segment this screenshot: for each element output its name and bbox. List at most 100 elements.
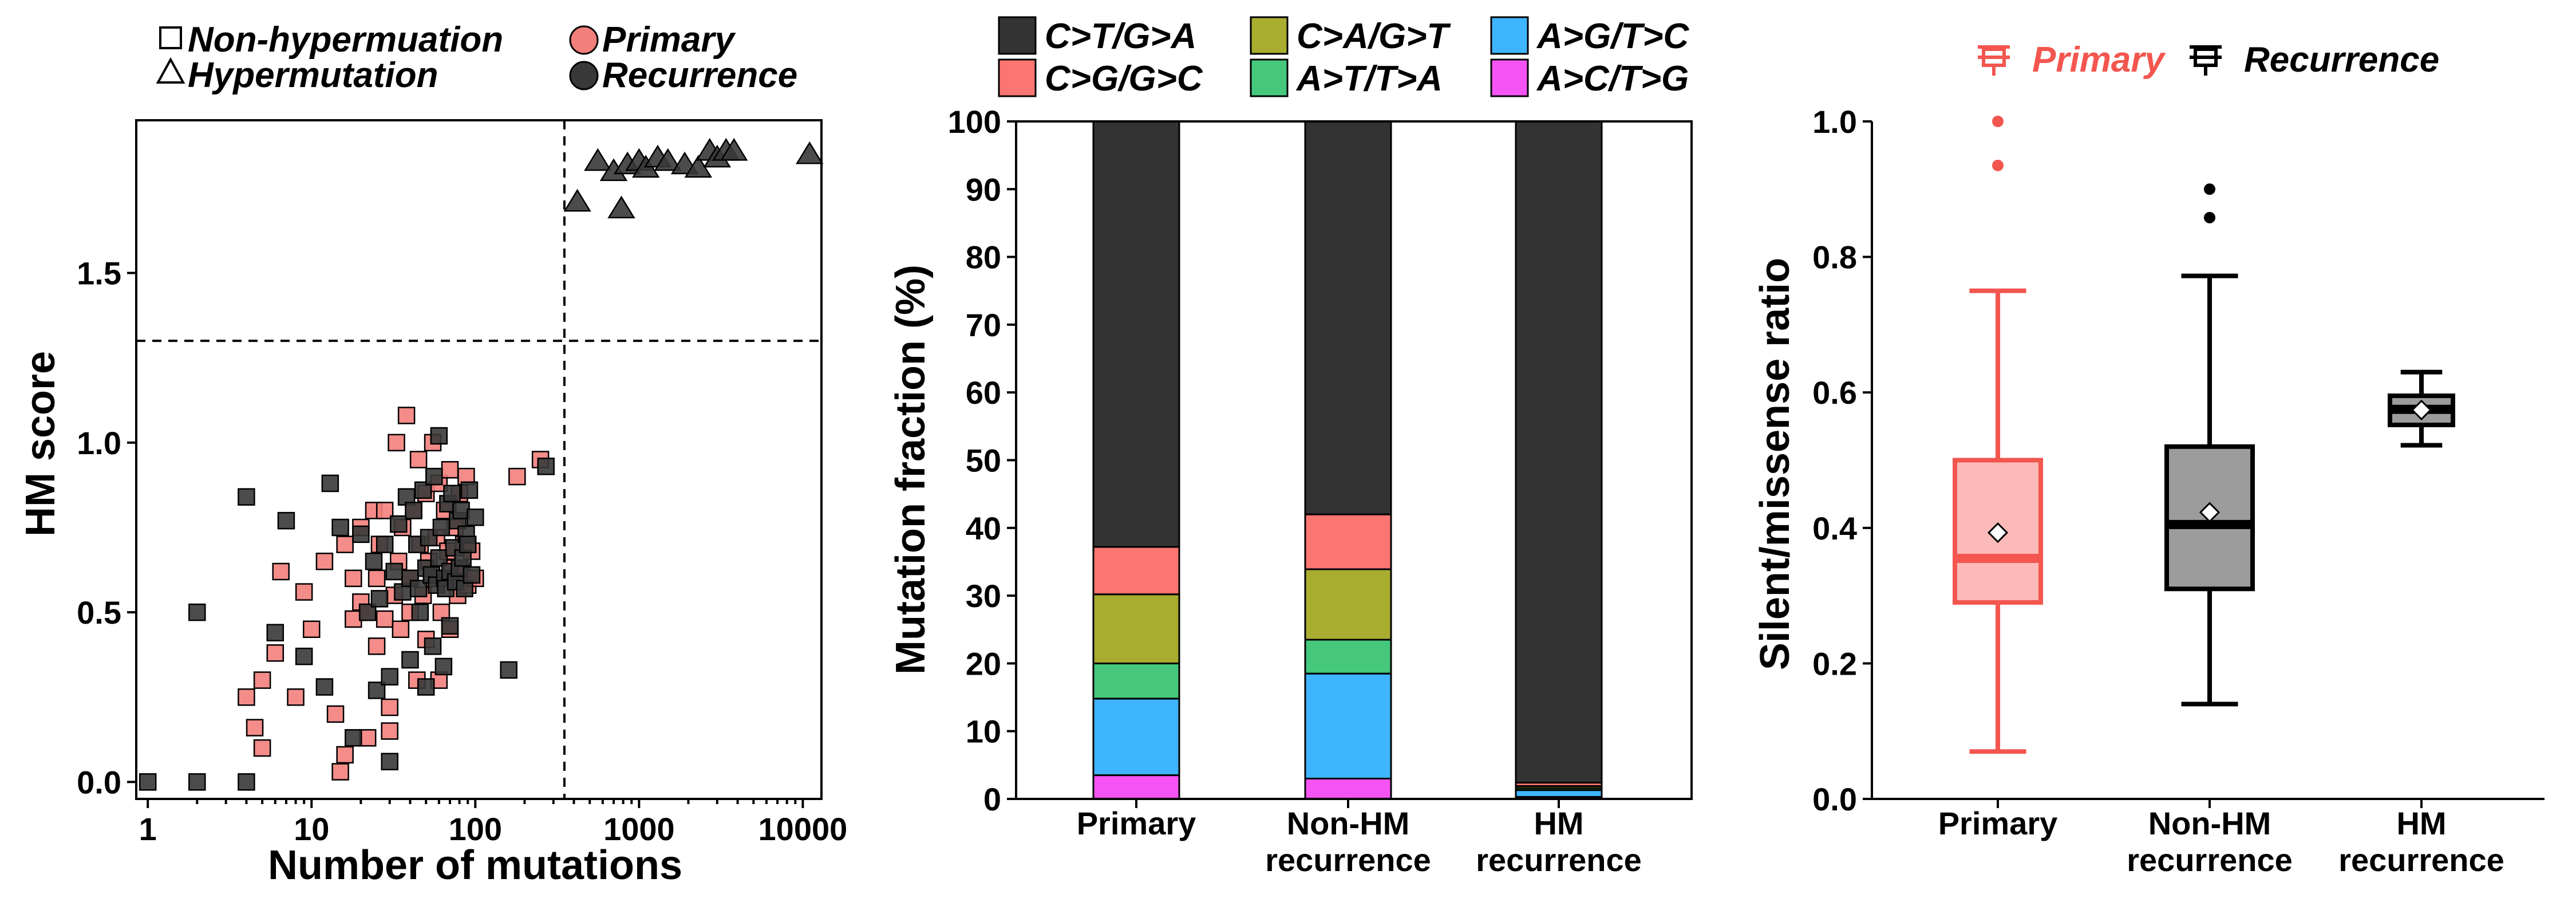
y-tick-label: 0 — [983, 781, 1001, 817]
scatter-point-primary — [302, 620, 321, 638]
x-tick-label: 10 — [294, 811, 329, 847]
box-primary-mean-marker — [1987, 522, 2009, 543]
scatter-point-recurrence — [295, 647, 313, 665]
y-tick-label: 70 — [966, 307, 1001, 343]
scatter-point-recurrence — [331, 518, 349, 537]
scatter-point-primary — [266, 644, 285, 662]
bar-legend: C>T/G>A C>A/G>T A>G/T>C C>G/G>C A>T/T>A A>C/T… — [998, 16, 1690, 99]
bar-segment-primary-a-g-t-c — [1092, 698, 1180, 777]
stacked-bars — [1092, 120, 1603, 800]
y-tick-label: 1.5 — [77, 255, 121, 292]
scatter-point-recurrence — [441, 617, 459, 635]
y-axis-title: Silent/missense ratio — [1752, 258, 1798, 670]
scatter-point-recurrence — [424, 637, 442, 655]
y-axis-title: Mutation fraction (%) — [888, 265, 934, 675]
x-tick-label: HM — [2396, 805, 2446, 841]
scatter-point-primary — [368, 637, 386, 655]
y-tick-label: 10 — [966, 714, 1001, 750]
scatter-point-recurrence — [401, 651, 419, 669]
box-hm-recurrence-mean-marker — [2411, 399, 2432, 421]
legend-triangle-icon — [156, 57, 185, 84]
x-axis-title: Number of mutations — [268, 842, 682, 888]
scatter-point-recurrence — [425, 467, 443, 486]
legend-swatch-c-g-g-c — [998, 58, 1037, 97]
scatter-point-recurrence — [277, 511, 295, 530]
x-tick-label: recurrence — [1476, 842, 1642, 878]
legend-label-non-hypermutation: Non-hypermuation — [188, 20, 503, 60]
legend-swatch-a-g-t-c — [1490, 16, 1529, 55]
scatter-point-primary — [392, 620, 410, 638]
legend-label-a-t-t-a: A>T/T>A — [1295, 59, 1443, 99]
y-tick-label: 0.4 — [1812, 510, 1857, 546]
legend-label-primary: Primary — [602, 20, 736, 60]
scatter-point-recurrence-hm — [720, 137, 748, 161]
scatter-point-recurrence — [370, 590, 389, 608]
x-tick-label: recurrence — [2338, 842, 2504, 878]
legend-square-icon — [159, 26, 182, 49]
scatter-point-primary — [368, 569, 386, 588]
scatter-point-recurrence-hm — [607, 195, 635, 219]
x-tick-label: 1000 — [603, 811, 675, 847]
y-tick-label: 100 — [948, 104, 1001, 140]
box-non-hm-recurrence-outlier — [2204, 183, 2215, 195]
x-tick-label: 1 — [139, 811, 157, 847]
bar-segment-primary-c-t-g-a — [1092, 120, 1180, 548]
y-axis-title: HM score — [18, 351, 64, 537]
legend-label-a-g-t-c: A>G/T>C — [1536, 17, 1690, 56]
scatter-point-recurrence — [238, 773, 255, 791]
scatter-point-recurrence — [500, 661, 517, 679]
y-tick-label: 0.6 — [1812, 375, 1857, 411]
scatter-point-recurrence — [411, 603, 429, 621]
scatter-point-primary — [336, 535, 354, 553]
scatter-point-recurrence — [139, 773, 157, 791]
box-non-hm-recurrence-mean-marker — [2199, 502, 2221, 523]
scatter-point-primary — [376, 610, 394, 628]
scatter-point-recurrence — [460, 481, 479, 499]
legend-swatch-a-c-t-g — [1490, 58, 1529, 97]
silent-missense-box-panel: Primary Recurrence 0.0 0.2 0.4 0.6 0.8 1.0 Prim… — [1752, 40, 2545, 878]
scatter-point-primary — [246, 719, 264, 736]
legend-swatch-a-t-t-a — [1250, 58, 1289, 97]
scatter-point-recurrence — [463, 566, 481, 584]
legend-label-recurrence: Recurrence — [2244, 40, 2439, 80]
y-tick-label: 60 — [966, 375, 1001, 411]
scatter-point-primary — [331, 763, 349, 781]
scatter-point-recurrence — [385, 562, 403, 581]
bar-segment-non-hm-recurrence-a-g-t-c — [1304, 672, 1392, 780]
reference-lines — [136, 120, 821, 799]
scatter-point-recurrence — [459, 535, 477, 553]
scatter-point-recurrence — [381, 668, 398, 686]
scatter-point-primary — [441, 461, 459, 479]
y-tick-label: 50 — [966, 443, 1001, 479]
legend-label-a-c-t-g: A>C/T>G — [1536, 59, 1689, 99]
legend-swatch-c-t-g-a — [998, 16, 1037, 55]
legend-label-c-t-g-a: C>T/G>A — [1045, 17, 1196, 56]
bar-segment-non-hm-recurrence-a-t-t-a — [1304, 639, 1392, 675]
scatter-point-primary — [253, 671, 271, 689]
bar-segment-non-hm-recurrence-a-c-t-g — [1304, 778, 1392, 800]
scatter-point-primary — [388, 434, 405, 452]
x-tick-label: HM — [1534, 805, 1583, 841]
scatter-point-recurrence — [352, 525, 370, 543]
scatter-point-recurrence — [238, 488, 255, 506]
y-tick-label: 0.0 — [1812, 781, 1857, 817]
x-tick-label: Primary — [1077, 805, 1196, 841]
y-tick-label: 1.0 — [77, 425, 121, 461]
scatter-point-primary — [253, 739, 271, 757]
scatter-point-recurrence — [390, 515, 408, 533]
scatter-point-primary — [397, 407, 416, 424]
scatter-point-primary — [345, 610, 362, 628]
box-plots — [1953, 116, 2455, 754]
scatter-point-primary — [508, 467, 526, 486]
scatter-point-recurrence — [315, 678, 334, 696]
y-tick-label: 90 — [966, 171, 1001, 207]
scatter-point-primary — [272, 562, 290, 581]
scatter-point-recurrence — [432, 518, 451, 537]
scatter-point-recurrence — [420, 529, 438, 547]
bar-segment-hm-recurrence-c-t-g-a — [1515, 120, 1603, 784]
scatter-legend: Non-hypermuation Hypermutation Primary R… — [156, 20, 797, 95]
scatter-point-recurrence — [376, 535, 394, 553]
bar-segment-hm-recurrence-a-g-t-c — [1515, 789, 1603, 798]
bar-segment-non-hm-recurrence-c-g-g-c — [1304, 513, 1392, 570]
